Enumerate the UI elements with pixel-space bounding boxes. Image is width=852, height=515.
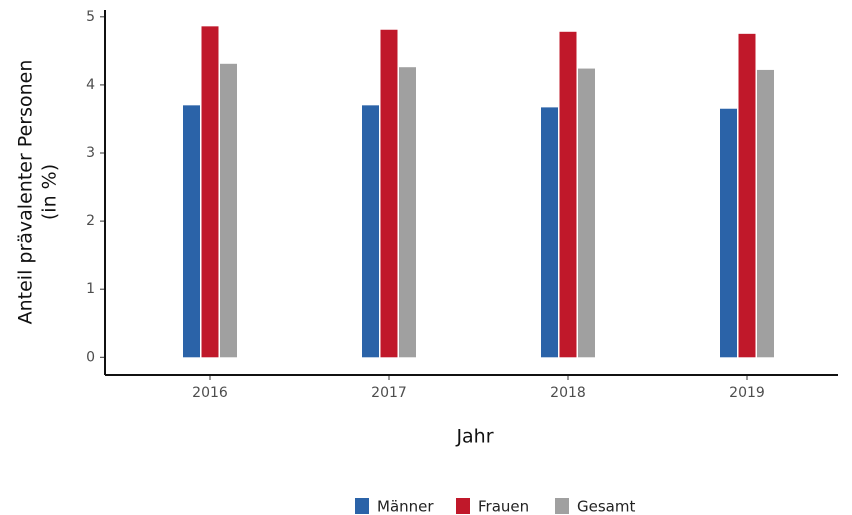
bar [738, 33, 756, 358]
legend-label: Frauen [478, 498, 529, 515]
x-tick-label: 2018 [550, 385, 586, 401]
bar [720, 108, 737, 358]
bar [541, 107, 558, 358]
x-tick-label: 2019 [729, 385, 765, 401]
bar [757, 69, 774, 358]
legend-swatch [355, 498, 369, 514]
bar [380, 29, 398, 358]
y-tick-label: 1 [86, 281, 95, 297]
y-axis-title: Anteil prävalenter Personen [15, 60, 37, 325]
bar [578, 68, 595, 358]
bar [220, 63, 237, 358]
bar [183, 105, 200, 358]
bar [201, 26, 219, 358]
y-axis-title: (in %) [39, 164, 61, 220]
y-tick-label: 0 [86, 349, 95, 365]
x-tick-label: 2017 [371, 385, 407, 401]
y-tick-label: 4 [86, 77, 95, 93]
y-tick-label: 5 [86, 9, 95, 25]
legend-swatch [555, 498, 569, 514]
bar [399, 67, 416, 358]
bar [362, 105, 379, 358]
legend-label: Männer [377, 498, 434, 515]
x-tick-label: 2016 [192, 385, 228, 401]
legend-swatch [456, 498, 470, 514]
bar [559, 31, 577, 358]
x-axis-title: Jahr [455, 426, 493, 448]
legend-label: Gesamt [577, 498, 635, 515]
y-tick-label: 2 [86, 213, 95, 229]
y-tick-label: 3 [86, 145, 95, 161]
